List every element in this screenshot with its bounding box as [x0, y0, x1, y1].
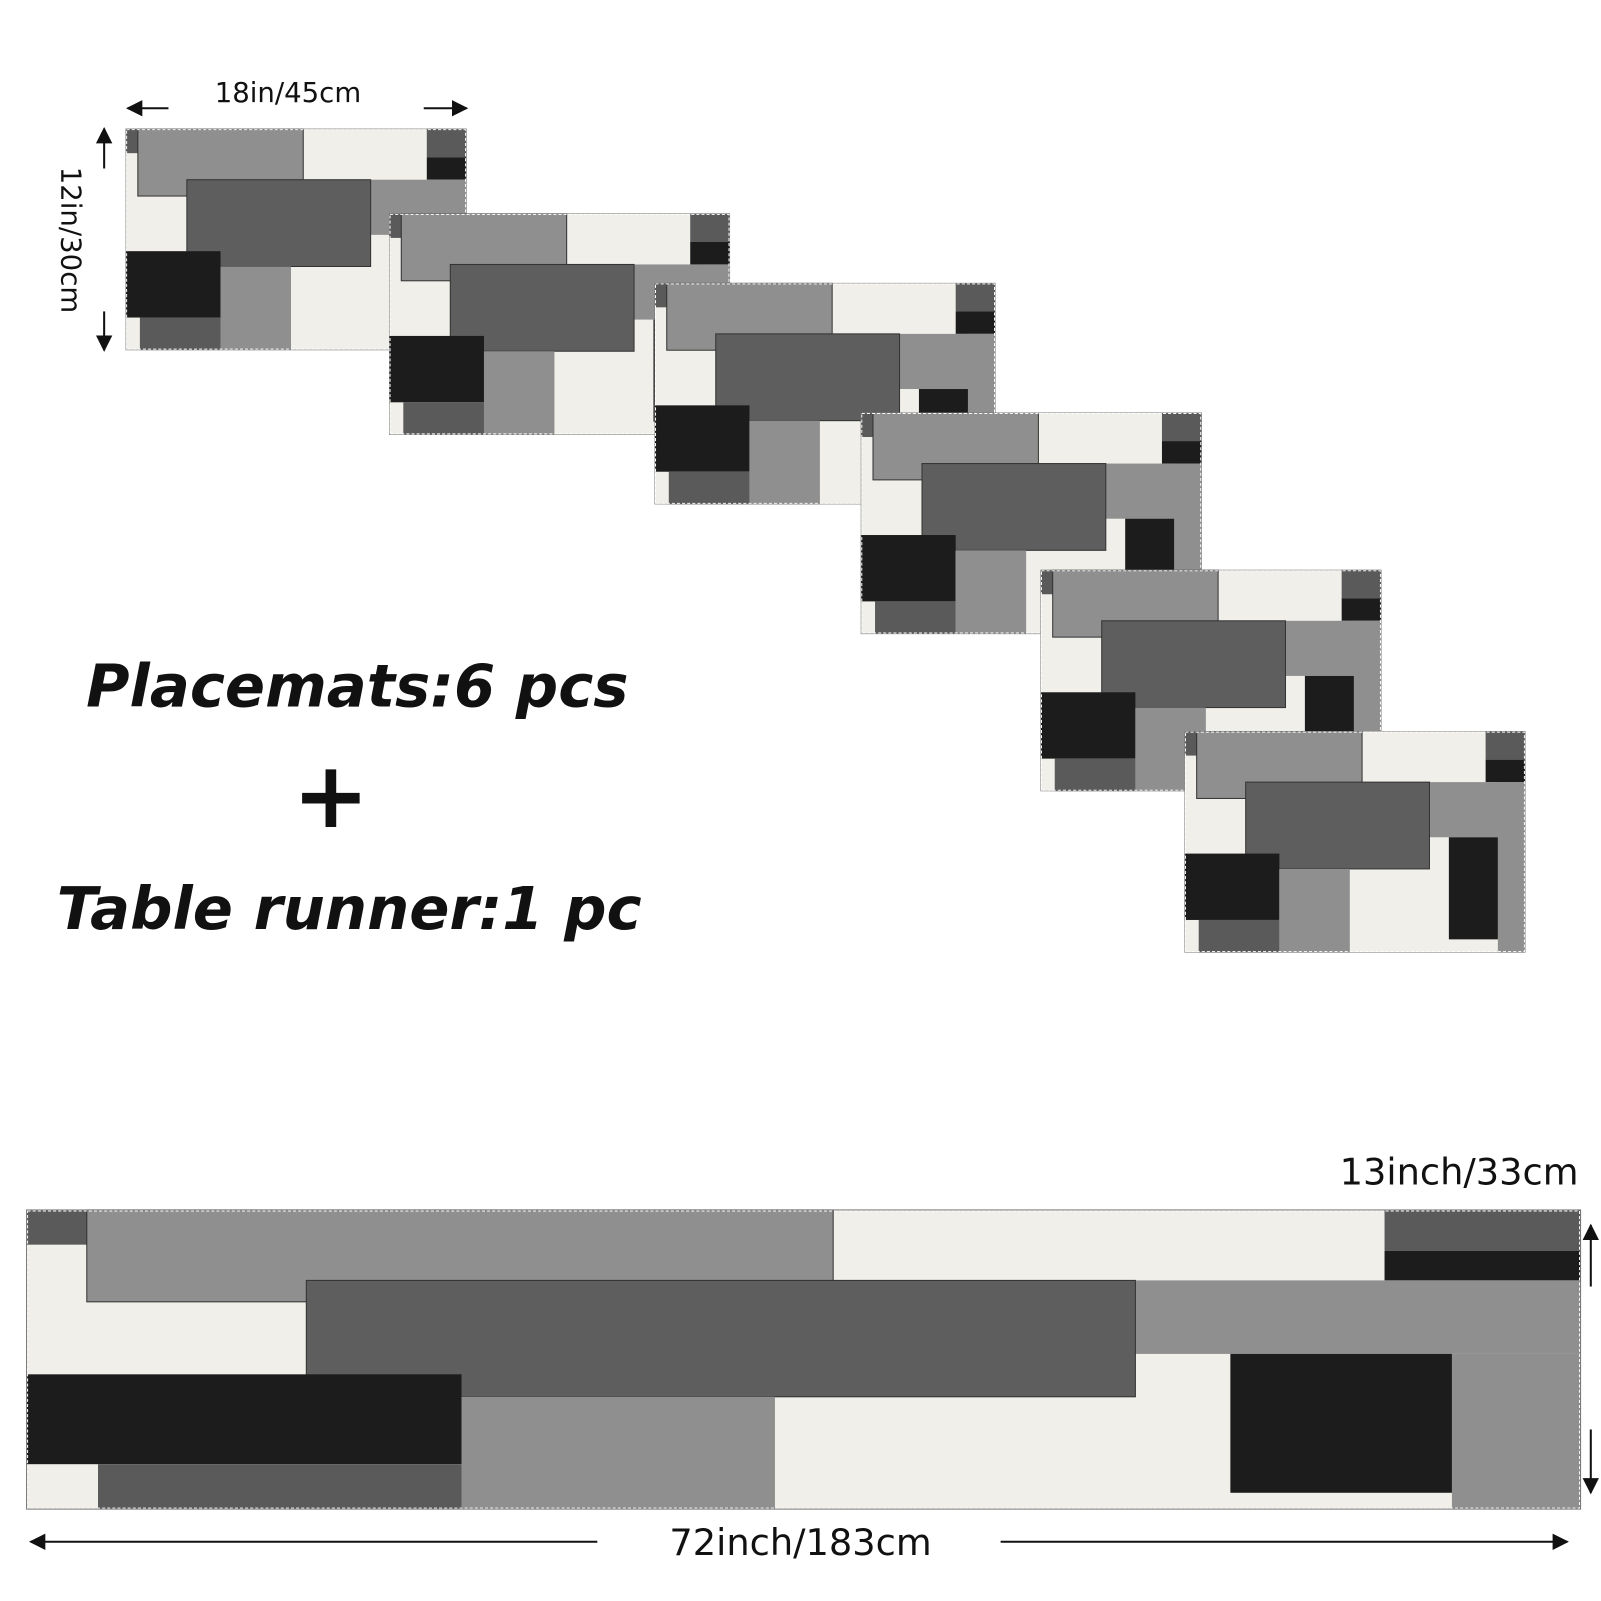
runner-height-label: 13inch/33cm [1340, 1150, 1579, 1193]
plus: + [292, 742, 369, 849]
height-label: 12in/30cm [54, 167, 86, 313]
width-label: 18in/45cm [215, 77, 361, 109]
table-runner [26, 1209, 1582, 1510]
placemats-count: Placemats:6 pcs [86, 652, 628, 721]
placemat [1184, 731, 1525, 953]
runner-width-label: 72inch/183cm [669, 1521, 931, 1564]
runner-count: Table runner:1 pc [57, 874, 642, 943]
